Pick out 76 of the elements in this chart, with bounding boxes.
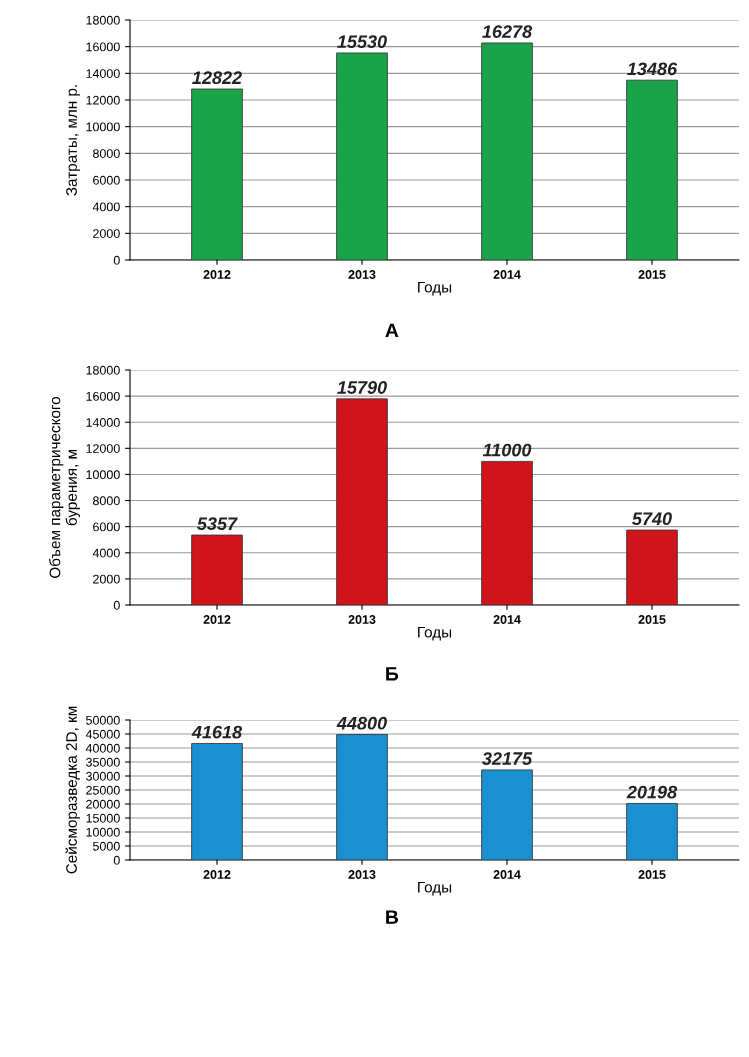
x-tick-label: 2014 — [493, 870, 521, 879]
x-tick-label: 2013 — [348, 615, 376, 624]
y-tick-label: 18000 — [86, 365, 120, 375]
x-tick-label: 2012 — [203, 615, 231, 624]
bar — [626, 529, 678, 605]
y-tick-label: 25000 — [86, 785, 120, 795]
y-tick-label: 6000 — [93, 175, 120, 185]
text: Б — [386, 667, 399, 681]
text: А — [385, 323, 399, 338]
y-tick-label: 0 — [113, 855, 120, 865]
y-axis-title: Затраты, млн р. — [66, 85, 80, 196]
x-tick-label: 2015 — [638, 615, 666, 624]
x-tick-label: 2015 — [638, 870, 666, 879]
y-tick-label: 15000 — [86, 813, 120, 823]
bar — [336, 398, 388, 605]
bar — [481, 460, 533, 605]
x-tick-label: 2012 — [203, 270, 231, 279]
y-tick-label: 40000 — [85, 743, 120, 753]
y-tick-label: 16000 — [86, 391, 120, 401]
x-tick-label: 2014 — [493, 270, 521, 279]
y-tick-label: 16000 — [86, 42, 120, 52]
bar — [626, 803, 678, 860]
bar — [191, 534, 243, 605]
bar — [336, 52, 388, 260]
bar — [191, 743, 243, 860]
x-axis-title: Годы — [418, 281, 452, 296]
y-tick-label: 10000 — [86, 122, 120, 132]
data-label: 15530 — [337, 35, 387, 48]
y-tick-label: 4000 — [92, 202, 120, 212]
y-tick-label: 2000 — [93, 574, 120, 584]
y-tick-label: 0 — [113, 600, 120, 610]
x-tick-label: 2015 — [638, 270, 666, 279]
data-label: 5357 — [197, 517, 238, 531]
y-axis-title: Объем параметрического бурения, м — [48, 396, 80, 578]
bar — [626, 79, 678, 260]
y-tick-label: 10000 — [86, 470, 120, 480]
data-label: 12822 — [192, 71, 242, 85]
y-tick-label: 5000 — [92, 841, 120, 851]
y-tick-label: 8000 — [93, 496, 120, 506]
x-tick-label: 2014 — [493, 615, 521, 624]
data-label: 16278 — [482, 25, 533, 38]
y-tick-label: 4000 — [92, 548, 120, 558]
data-label: 44800 — [336, 716, 387, 730]
bar — [481, 42, 533, 260]
y-tick-label: 12000 — [86, 444, 120, 453]
y-tick-label: 0 — [113, 255, 120, 265]
y-tick-label: 20000 — [86, 799, 120, 809]
y-axis-title: Сейсморазведка 2D, км — [65, 706, 80, 874]
data-label: 41618 — [191, 725, 243, 739]
x-tick-label: 2013 — [348, 870, 376, 879]
y-tick-label: 50000 — [86, 715, 120, 725]
y-tick-label: 10000 — [86, 827, 120, 837]
data-label: 11000 — [482, 443, 532, 457]
y-tick-label: 12000 — [86, 95, 120, 105]
y-tick-label: 6000 — [93, 522, 120, 532]
data-label: 5740 — [632, 512, 672, 526]
x-axis-title: Годы — [418, 881, 452, 896]
y-tick-label: 35000 — [86, 757, 120, 767]
bar — [336, 734, 388, 860]
y-tick-label: 8000 — [93, 149, 120, 158]
x-axis-title: Годы — [418, 626, 452, 641]
y-tick-label: 18000 — [86, 15, 120, 25]
data-label: 15790 — [337, 381, 387, 394]
y-tick-label: 14000 — [86, 418, 120, 427]
data-label: 13486 — [627, 62, 678, 76]
bar — [481, 769, 533, 860]
data-label: 20198 — [626, 785, 678, 799]
data-label: 32175 — [482, 752, 533, 765]
y-tick-label: 2000 — [93, 229, 120, 238]
x-tick-label: 2012 — [203, 870, 231, 879]
y-tick-label: 45000 — [85, 729, 120, 739]
text: В — [386, 910, 399, 924]
x-tick-label: 2013 — [348, 270, 376, 279]
y-tick-label: 14000 — [86, 69, 120, 78]
y-tick-label: 30000 — [86, 771, 120, 781]
bar — [191, 88, 243, 260]
